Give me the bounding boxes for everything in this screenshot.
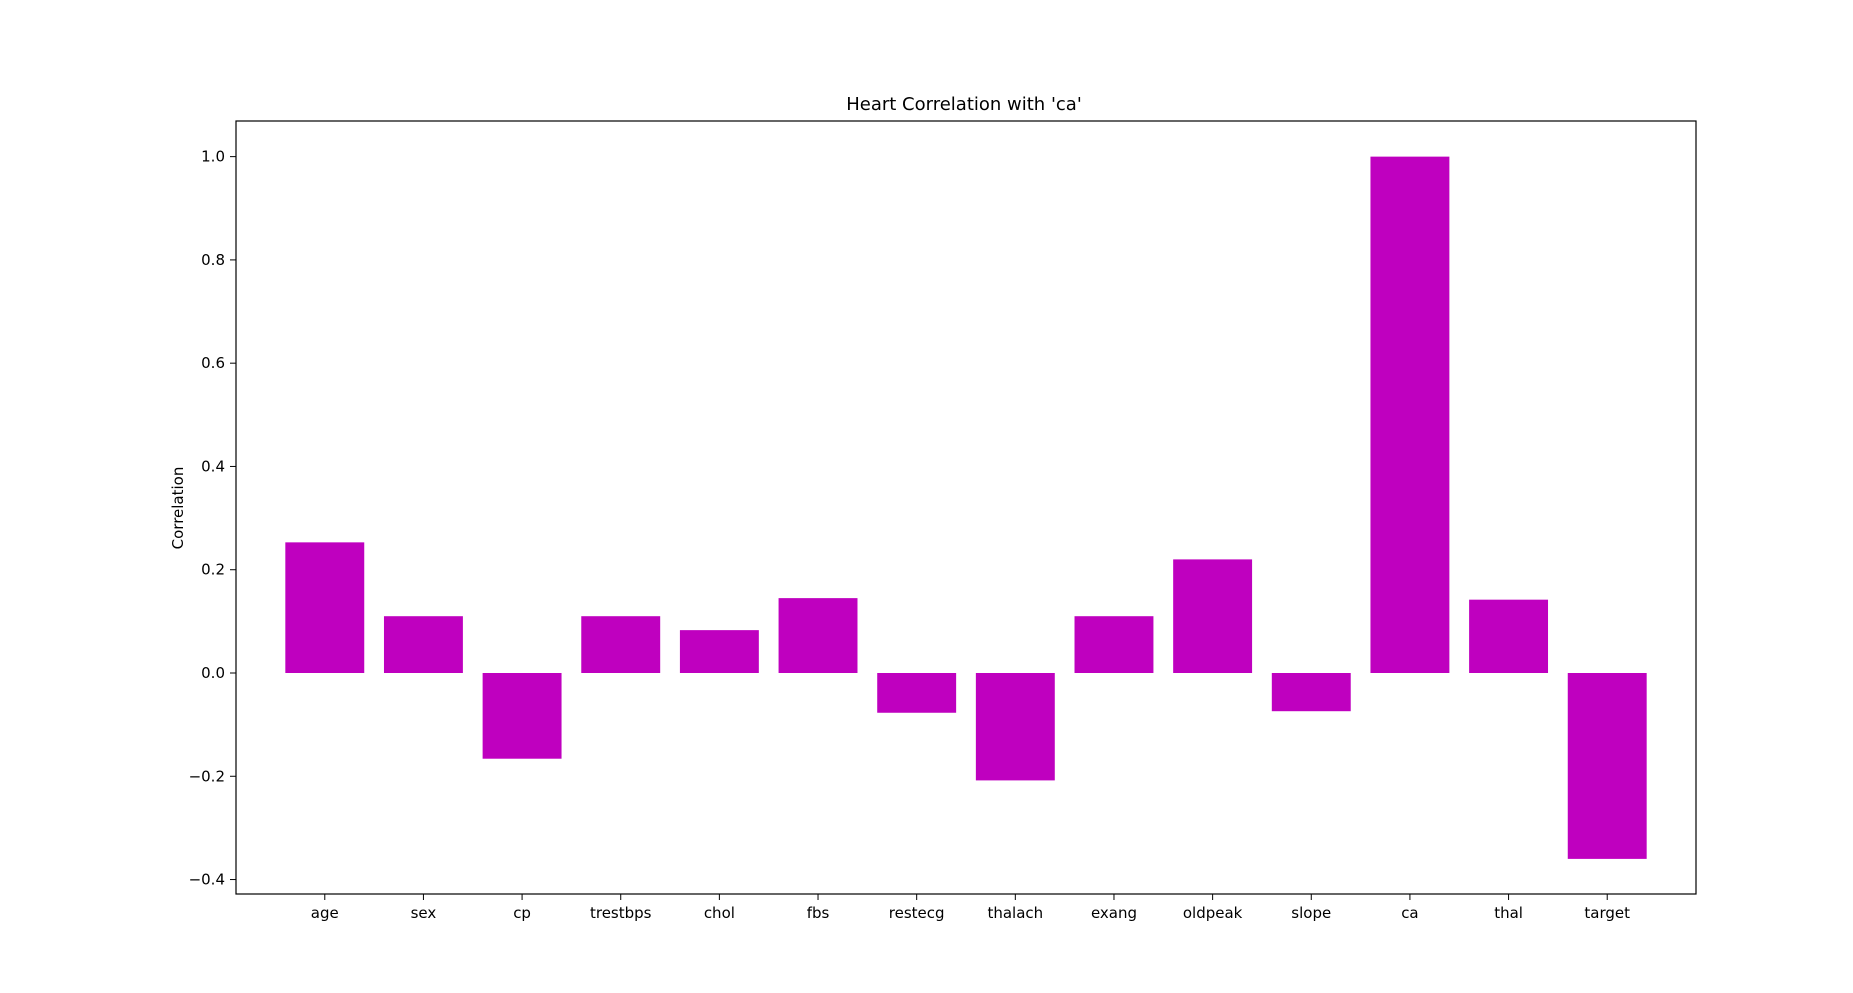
bar-ca (1370, 156, 1450, 673)
x-tick-label-chol: chol (704, 904, 735, 922)
bar-cp (482, 672, 562, 759)
x-tick-label-thalach: thalach (987, 904, 1043, 922)
y-tick-label: 0.6 (201, 354, 225, 372)
x-tick-label-slope: slope (1291, 904, 1331, 922)
x-tick-label-fbs: fbs (807, 904, 830, 922)
bar-thal (1469, 599, 1549, 673)
bar-sex (383, 616, 463, 673)
x-tick-label-cp: cp (513, 904, 531, 922)
y-axis-label: Correlation (169, 467, 187, 550)
y-tick-label: 0.8 (201, 251, 225, 269)
x-axis: age sex cp trestbps chol fbs restecg thalach exa… (311, 894, 1630, 922)
chart-title: Heart Correlation with 'ca' (846, 94, 1082, 115)
x-tick-label-target: target (1584, 904, 1630, 922)
bar-target (1567, 672, 1647, 859)
x-tick-label-exang: exang (1091, 904, 1137, 922)
y-tick-label: −0.4 (189, 871, 225, 889)
x-tick-label-trestbps: trestbps (590, 904, 652, 922)
x-tick-label-oldpeak: oldpeak (1183, 904, 1243, 922)
y-tick-label: 0.0 (201, 664, 225, 682)
bars-layer (285, 156, 1647, 859)
x-tick-label-sex: sex (411, 904, 437, 922)
y-tick-label: 1.0 (201, 148, 225, 166)
bar-fbs (778, 598, 858, 673)
bar-thalach (975, 672, 1055, 781)
bar-exang (1074, 616, 1154, 673)
plot-area-frame (235, 120, 1697, 895)
y-tick-label: −0.2 (189, 767, 225, 785)
bar-slope (1271, 672, 1351, 712)
bar-restecg (877, 672, 957, 713)
x-tick-label-age: age (311, 904, 339, 922)
bar-trestbps (581, 616, 661, 673)
x-tick-label-thal: thal (1494, 904, 1523, 922)
y-axis: −0.4 −0.2 0.0 0.2 0.4 0.6 0.8 1.0 (189, 148, 236, 889)
bar-chol (679, 630, 759, 673)
x-tick-label-restecg: restecg (889, 904, 945, 922)
y-tick-label: 0.2 (201, 561, 225, 579)
y-tick-label: 0.4 (201, 457, 225, 475)
bar-age (285, 542, 365, 673)
x-tick-label-ca: ca (1401, 904, 1418, 922)
bar-oldpeak (1173, 559, 1253, 673)
